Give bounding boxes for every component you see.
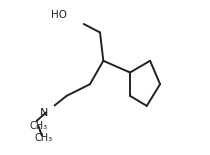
Text: CH₃: CH₃ <box>30 121 48 131</box>
Text: HO: HO <box>51 10 67 20</box>
Text: CH₃: CH₃ <box>35 133 53 143</box>
Text: N: N <box>40 108 48 117</box>
